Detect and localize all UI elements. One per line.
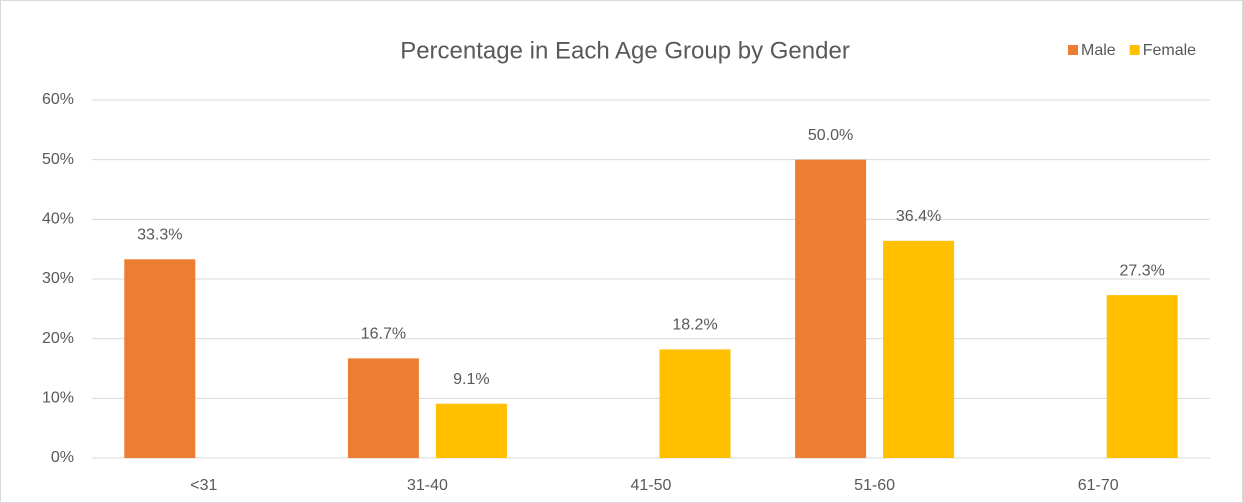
bar [795,159,867,458]
bar [435,403,507,458]
bar [1106,295,1178,458]
data-label: 18.2% [672,317,717,334]
data-label: 9.1% [453,371,489,388]
y-tick-label: 20% [42,330,74,347]
data-label: 50.0% [808,127,853,144]
bar [347,358,419,458]
data-label: 36.4% [896,208,941,225]
legend-label: Male [1081,42,1116,59]
bar [883,240,955,458]
x-tick-label: 31-40 [407,477,448,494]
x-tick-label: 61-70 [1078,477,1119,494]
chart-title: Percentage in Each Age Group by Gender [400,37,850,64]
bar [124,259,196,458]
x-tick-label: 51-60 [854,477,895,494]
y-tick-label: 30% [42,270,74,287]
legend-label: Female [1143,42,1196,59]
data-label: 27.3% [1120,262,1165,279]
data-label: 16.7% [361,326,406,343]
y-tick-label: 60% [42,91,74,108]
legend-swatch [1129,45,1140,55]
x-tick-label: <31 [190,477,217,494]
legend-swatch [1068,45,1078,55]
y-tick-label: 40% [42,211,74,228]
data-label: 33.3% [137,227,182,244]
y-tick-label: 0% [51,449,74,466]
bar [659,349,731,458]
y-tick-label: 10% [42,390,74,407]
y-tick-label: 50% [42,151,74,168]
x-tick-label: 41-50 [631,477,672,494]
